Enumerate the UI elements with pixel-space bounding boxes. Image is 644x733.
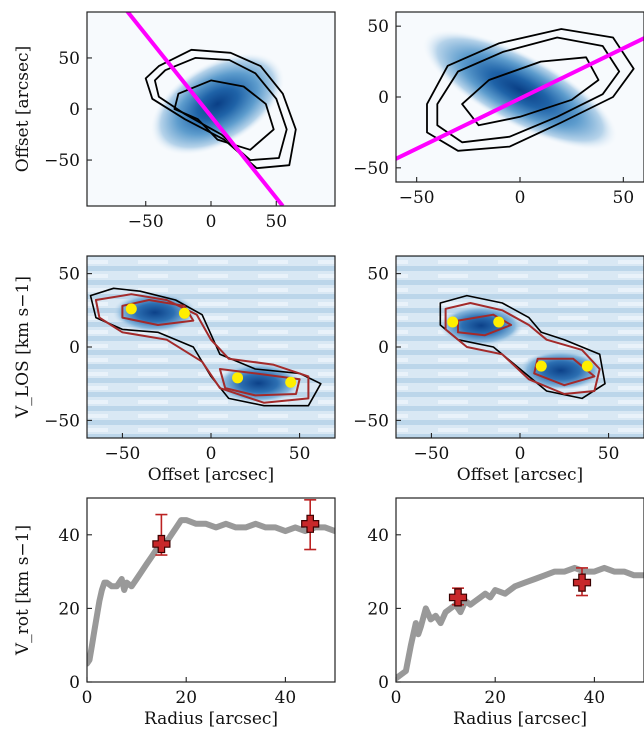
contour-level xyxy=(426,28,635,152)
velocity-point xyxy=(178,307,190,319)
rotation-point xyxy=(448,587,468,607)
x-tick-label: −50 xyxy=(128,212,164,232)
intensity-blob xyxy=(438,305,524,346)
pv-contour-red xyxy=(94,293,310,404)
y-tick-label: 50 xyxy=(367,17,389,37)
pv-contour-red xyxy=(533,357,596,387)
y-tick-label: 50 xyxy=(367,265,389,285)
pv-contour-black xyxy=(89,287,322,407)
x-axis-label: Radius [arcsec] xyxy=(144,709,278,729)
contour-level xyxy=(173,79,275,151)
rotation-curve-line xyxy=(396,564,644,682)
x-axis-label: Offset [arcsec] xyxy=(457,465,583,485)
y-tick-label: 20 xyxy=(367,599,389,619)
y-tick-label: −50 xyxy=(44,411,80,431)
plot-frame xyxy=(86,497,336,683)
x-tick-label: 0 xyxy=(206,212,217,232)
y-tick-label: −50 xyxy=(353,159,389,179)
x-tick-label: 0 xyxy=(391,688,402,708)
y-axis-label: Offset [arcsec] xyxy=(13,46,33,172)
panel-pv-right: −50 0 50 −50 0 50 Offset [arcsec] xyxy=(353,255,644,485)
intensity-map xyxy=(150,52,285,155)
rotation-curve-line xyxy=(87,517,335,667)
x-tick-label: 0 xyxy=(515,188,526,208)
x-tick-label: 50 xyxy=(289,444,311,464)
y-tick-label: −50 xyxy=(44,151,80,171)
pv-contour-red xyxy=(121,299,195,326)
x-tick-label: −50 xyxy=(399,188,435,208)
x-tick-label: 0 xyxy=(206,444,217,464)
velocity-point xyxy=(447,316,459,328)
pv-contour-black xyxy=(439,294,606,400)
y-tick-label: 0 xyxy=(378,673,389,693)
plot-background xyxy=(396,256,644,438)
pv-contour-red xyxy=(457,313,513,337)
plot-area xyxy=(396,256,644,438)
rotation-point xyxy=(572,567,592,597)
x-axis-label: Offset [arcsec] xyxy=(148,465,274,485)
plot-area xyxy=(87,499,335,667)
slit-line xyxy=(125,12,285,206)
x-tick-label: −50 xyxy=(413,444,449,464)
y-tick-label: 40 xyxy=(58,526,80,546)
plot-area xyxy=(87,256,335,438)
y-tick-label: 50 xyxy=(58,49,80,69)
y-tick-label: 0 xyxy=(69,100,80,120)
plot-area xyxy=(396,564,644,682)
plot-frame xyxy=(395,497,644,683)
velocity-point xyxy=(232,372,244,384)
y-tick-label: 50 xyxy=(58,265,80,285)
panel-pv-left: −50 0 50 −50 0 50 Offset [arcsec] V_LOS [km s−1… xyxy=(13,255,336,485)
velocity-point xyxy=(581,360,593,372)
y-tick-label: 20 xyxy=(58,599,80,619)
y-tick-label: 0 xyxy=(378,88,389,108)
velocity-point xyxy=(493,316,505,328)
slit-line xyxy=(396,36,644,161)
rotation-point xyxy=(152,513,171,556)
contour-level xyxy=(436,36,621,144)
x-tick-label: 50 xyxy=(613,188,635,208)
velocity-point xyxy=(285,376,297,388)
rotation-point xyxy=(301,499,320,551)
x-axis-label: Radius [arcsec] xyxy=(453,709,587,729)
x-tick-label: 50 xyxy=(598,444,620,464)
y-tick-label: 0 xyxy=(378,338,389,358)
pv-contour-red xyxy=(218,368,301,397)
plot-area xyxy=(396,12,644,182)
y-tick-label: 40 xyxy=(367,526,389,546)
y-axis-label: V_rot [km s−1] xyxy=(13,525,33,656)
y-tick-label: −50 xyxy=(353,411,389,431)
contour-level xyxy=(144,48,297,170)
x-tick-label: 40 xyxy=(584,688,606,708)
x-tick-label: −50 xyxy=(104,444,140,464)
x-tick-label: 20 xyxy=(175,688,197,708)
plot-background xyxy=(87,256,335,438)
x-tick-label: 20 xyxy=(484,688,506,708)
contour-level xyxy=(153,57,288,162)
x-tick-label: 40 xyxy=(275,688,297,708)
x-tick-label: 0 xyxy=(82,688,93,708)
pv-contour-red xyxy=(444,302,601,395)
velocity-point xyxy=(125,303,137,315)
contour-level xyxy=(461,56,600,127)
x-tick-label: 50 xyxy=(265,212,287,232)
x-tick-label: 0 xyxy=(515,444,526,464)
y-tick-label: 0 xyxy=(69,338,80,358)
panel-moment-map-left: −50 0 50 −50 0 50 Offset [arcsec] xyxy=(13,11,336,232)
y-axis-label: V_LOS [km s−1] xyxy=(13,276,33,419)
panel-moment-map-right: −50 0 50 −50 0 50 xyxy=(353,11,644,208)
velocity-point xyxy=(535,360,547,372)
y-tick-label: 0 xyxy=(69,673,80,693)
plot-area xyxy=(87,12,335,206)
